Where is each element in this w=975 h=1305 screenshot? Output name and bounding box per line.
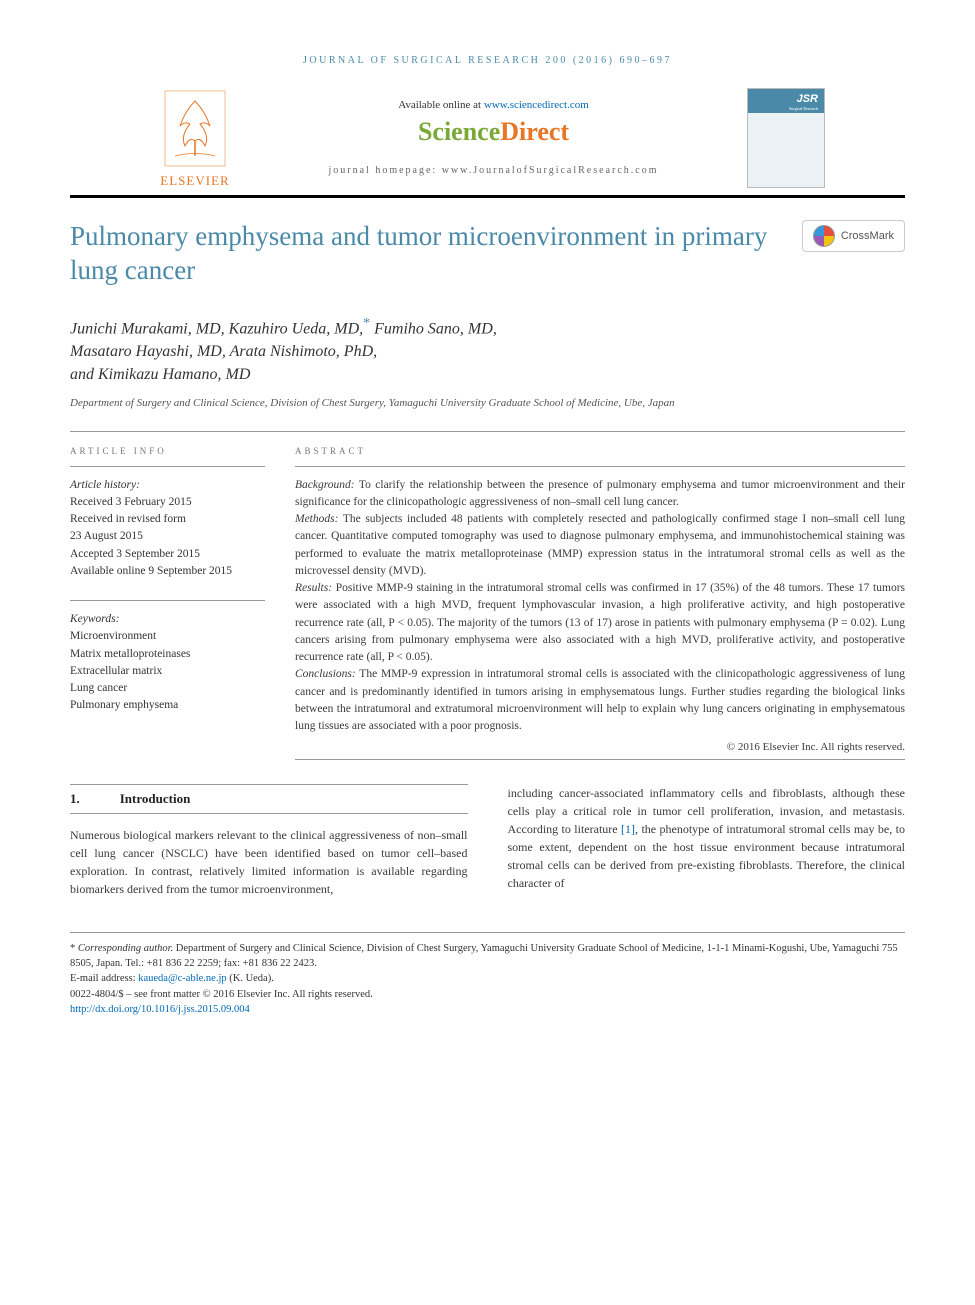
journal-homepage: journal homepage: www.JournalofSurgicalR…: [260, 165, 727, 176]
abs-background: To clarify the relationship between the …: [295, 479, 905, 508]
history-received: Received 3 February 2015: [70, 494, 265, 511]
abs-background-label: Background:: [295, 479, 355, 491]
info-rule-top: [70, 431, 905, 432]
affiliation: Department of Surgery and Clinical Scien…: [70, 396, 905, 410]
keyword-5: Pulmonary emphysema: [70, 697, 265, 714]
elsevier-wordmark: ELSEVIER: [160, 173, 229, 189]
doi-link[interactable]: http://dx.doi.org/10.1016/j.jss.2015.09.…: [70, 1004, 250, 1015]
history-revised-1: Received in revised form: [70, 511, 265, 528]
author-6: and Kimikazu Hamano, MD: [70, 366, 250, 383]
homepage-url[interactable]: www.JournalofSurgicalResearch.com: [442, 165, 659, 176]
publisher-banner: ELSEVIER Available online at www.science…: [70, 86, 905, 189]
abs-conclusions-label: Conclusions:: [295, 668, 356, 680]
keywords-block: Keywords: Microenvironment Matrix metall…: [70, 611, 265, 715]
author-5: Arata Nishimoto, PhD,: [230, 343, 378, 360]
article-title: Pulmonary emphysema and tumor microenvir…: [70, 220, 802, 288]
sciencedirect-link[interactable]: www.sciencedirect.com: [484, 99, 589, 111]
article-info-label: ARTICLE INFO: [70, 446, 265, 456]
sciencedirect-logo[interactable]: ScienceDirect: [260, 117, 727, 147]
section-1-heading: 1. Introduction: [70, 784, 468, 814]
abs-methods: The subjects included 48 patients with c…: [295, 513, 905, 577]
email-link[interactable]: kaueda@c-able.ne.jp: [138, 973, 226, 984]
available-prefix: Available online at: [398, 99, 484, 111]
author-2: Kazuhiro Ueda, MD,: [229, 320, 364, 337]
history-revised-2: 23 August 2015: [70, 528, 265, 545]
crossmark-button[interactable]: CrossMark: [802, 220, 905, 252]
jsr-subtitle: Surgical Research: [789, 106, 818, 111]
available-online: Available online at www.sciencedirect.co…: [260, 99, 727, 111]
author-4: Masataro Hayashi, MD,: [70, 343, 230, 360]
abs-results-label: Results:: [295, 582, 332, 594]
crossmark-label: CrossMark: [841, 230, 894, 242]
intro-para-col1: Numerous biological markers relevant to …: [70, 826, 468, 898]
keyword-4: Lung cancer: [70, 680, 265, 697]
abs-conclusions: The MMP-9 expression in intratumoral str…: [295, 668, 905, 732]
elsevier-tree-icon: [160, 86, 230, 171]
abstract-divider: [295, 466, 905, 467]
email-line: E-mail address: kaueda@c-able.ne.jp (K. …: [70, 971, 905, 986]
author-list: Junichi Murakami, MD, Kazuhiro Ueda, MD,…: [70, 314, 905, 387]
homepage-label: journal homepage:: [329, 165, 442, 176]
abstract-rule-bottom: [295, 759, 905, 760]
abstract-text: Background: To clarify the relationship …: [295, 477, 905, 736]
article-history: Article history: Received 3 February 201…: [70, 477, 265, 581]
crossmark-icon: [813, 225, 835, 247]
abstract-label: ABSTRACT: [295, 446, 905, 456]
ref-link-1[interactable]: [1]: [621, 822, 635, 836]
author-3: Fumiho Sano, MD,: [374, 320, 497, 337]
header-rule: [70, 195, 905, 198]
issn-line: 0022-4804/$ – see front matter © 2016 El…: [70, 987, 905, 1002]
keyword-1: Microenvironment: [70, 628, 265, 645]
abs-results: Positive MMP-9 staining in the intratumo…: [295, 582, 905, 663]
email-label: E-mail address:: [70, 973, 138, 984]
abs-methods-label: Methods:: [295, 513, 338, 525]
corresponding-author-note: * Corresponding author. Department of Su…: [70, 941, 905, 971]
sd-direct: Direct: [500, 117, 569, 146]
keywords-divider: [70, 600, 265, 601]
keyword-3: Extracellular matrix: [70, 663, 265, 680]
history-accepted: Accepted 3 September 2015: [70, 546, 265, 563]
elsevier-logo[interactable]: ELSEVIER: [150, 86, 240, 189]
history-label: Article history:: [70, 477, 265, 494]
email-name: (K. Ueda).: [227, 973, 274, 984]
running-head: JOURNAL OF SURGICAL RESEARCH 200 (2016) …: [70, 55, 905, 66]
keyword-2: Matrix metalloproteinases: [70, 646, 265, 663]
jsr-label: JSR: [797, 93, 818, 105]
section-1-number: 1.: [70, 789, 80, 809]
footnotes: * Corresponding author. Department of Su…: [70, 932, 905, 1017]
info-divider: [70, 466, 265, 467]
author-1: Junichi Murakami, MD,: [70, 320, 229, 337]
history-online: Available online 9 September 2015: [70, 563, 265, 580]
sd-science: Science: [418, 117, 500, 146]
intro-para-col2: including cancer-associated inflammatory…: [508, 784, 906, 892]
copyright: © 2016 Elsevier Inc. All rights reserved…: [295, 741, 905, 753]
section-1-title: Introduction: [120, 789, 191, 809]
journal-cover[interactable]: JSR Surgical Research: [747, 88, 825, 188]
keywords-label: Keywords:: [70, 611, 265, 628]
corresponding-marker: *: [363, 316, 370, 331]
